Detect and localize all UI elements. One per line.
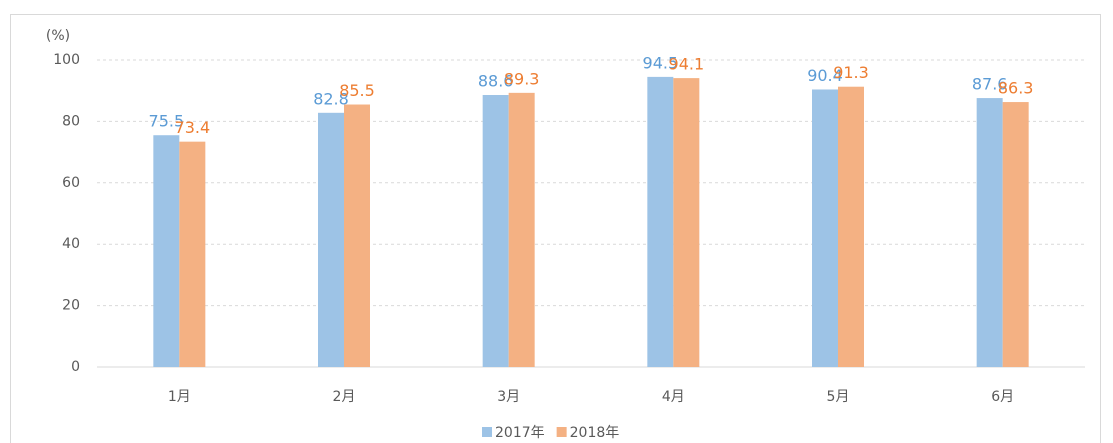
- y-tick-label: 80: [62, 113, 80, 129]
- x-tick-label: 6月: [991, 389, 1014, 405]
- legend-label: 2018年: [570, 425, 620, 441]
- x-tick-label: 3月: [497, 389, 520, 405]
- bar: [482, 94, 509, 368]
- value-label: 94.5: [643, 53, 679, 72]
- unit-label: (%): [46, 28, 70, 44]
- value-label: 94.1: [669, 55, 705, 74]
- bar: [318, 112, 344, 367]
- y-tick-label: 100: [53, 52, 80, 68]
- value-label: 73.4: [175, 118, 211, 137]
- value-label: 90.4: [807, 66, 843, 85]
- value-label: 88.6: [478, 71, 514, 90]
- bar: [812, 89, 838, 368]
- value-label: 82.8: [313, 89, 349, 108]
- legend-swatch: [482, 427, 492, 437]
- y-tick-label: 40: [62, 236, 80, 252]
- bar: [647, 76, 674, 367]
- x-tick-label: 4月: [662, 389, 685, 405]
- value-label: 89.3: [504, 69, 540, 88]
- bar: [179, 141, 206, 367]
- bar: [673, 78, 700, 367]
- y-tick-label: 0: [71, 359, 80, 375]
- value-label: 85.5: [339, 81, 375, 100]
- x-tick-label: 5月: [827, 389, 850, 405]
- bar: [1002, 102, 1029, 368]
- legend-swatch: [556, 427, 567, 437]
- value-label: 87.6: [972, 75, 1008, 94]
- y-tick-label: 20: [62, 298, 80, 314]
- value-label: 86.3: [998, 79, 1034, 98]
- x-tick-label: 2月: [333, 389, 356, 405]
- y-tick-label: 60: [62, 175, 80, 191]
- value-label: 91.3: [833, 63, 869, 82]
- bar: [838, 86, 864, 368]
- legend-label: 2017年: [495, 425, 545, 441]
- bar: [976, 98, 1003, 368]
- x-tick-label: 1月: [168, 389, 191, 405]
- value-label: 75.5: [149, 112, 185, 131]
- bar: [508, 92, 535, 367]
- bar: [344, 104, 370, 367]
- bar: [153, 135, 180, 367]
